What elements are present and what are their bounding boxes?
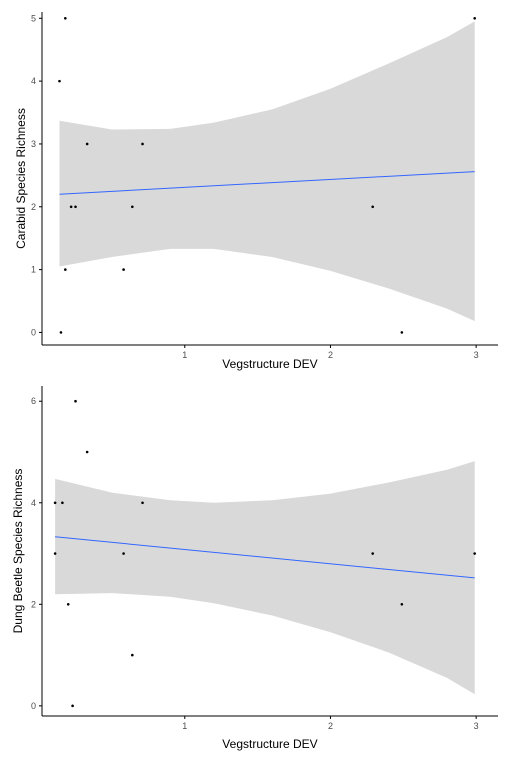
carabid-fit-line (59, 171, 475, 195)
carabid-data-point (59, 331, 63, 334)
carabid-y-tick-label: 0 (31, 327, 36, 337)
carabid-y-tick-label: 4 (31, 76, 36, 86)
carabid-data-point (141, 142, 144, 146)
carabid-data-point (85, 142, 89, 146)
carabid-data-point (400, 331, 404, 334)
dung-beetle-y-tick-label: 2 (31, 599, 36, 609)
dung-beetle-x-tick-label: 1 (182, 721, 187, 731)
dung-beetle-y-tick-label: 0 (31, 701, 36, 711)
dung-beetle-y-tick-label: 4 (31, 498, 36, 508)
dung-beetle-data-point (122, 552, 125, 555)
carabid-data-point (131, 205, 134, 209)
carabid-data-point (371, 205, 375, 209)
carabid-data-point (473, 16, 476, 20)
dung-beetle-scatter-chart: 0 2 4 6 1 2 3 Vegstructure DEV Dung Beetle Speci… (11, 386, 498, 751)
dung-beetle-data-point (131, 653, 134, 657)
carabid-confidence-band (59, 21, 475, 322)
dung-beetle-data-point (371, 552, 375, 555)
dung-beetle-data-point (61, 501, 64, 505)
carabid-x-tick-label: 2 (328, 350, 333, 360)
dung-beetle-x-tick-label: 2 (328, 721, 333, 731)
carabid-y-tick-label: 2 (31, 202, 36, 212)
carabid-y-tick-label: 1 (31, 265, 36, 275)
dung-beetle-chart-panel: 0 2 4 6 1 2 3 Vegstructure DEV Dung Beetle Speci… (0, 378, 510, 760)
carabid-x-tick-label: 1 (182, 350, 187, 360)
carabid-data-point (64, 268, 67, 271)
dung-beetle-data-point (66, 603, 70, 606)
dung-beetle-confidence-band (55, 461, 475, 695)
dung-beetle-x-axis-title: Vegstructure DEV (222, 737, 317, 751)
dung-beetle-y-tick-label: 6 (31, 396, 36, 406)
carabid-chart-panel: 0 1 2 3 4 5 1 2 3 Vegstructure DEV Carabid Species… (14, 12, 498, 371)
carabid-data-point (74, 205, 77, 209)
dung-beetle-fit-line (55, 536, 475, 579)
carabid-x-tick-label: 3 (474, 350, 479, 360)
dung-beetle-data-point (53, 501, 57, 505)
carabid-data-point (122, 268, 125, 271)
dung-beetle-data-point (74, 399, 77, 403)
carabid-y-axis-title: Carabid Species Richness (14, 108, 28, 249)
dung-beetle-data-point (141, 501, 144, 505)
carabid-data-point (58, 79, 61, 83)
carabid-data-point (69, 205, 73, 209)
carabid-data-point (64, 16, 67, 20)
carabid-y-tick-label: 3 (31, 139, 36, 149)
dung-beetle-x-tick-label: 3 (474, 721, 479, 731)
dung-beetle-data-point (85, 450, 89, 454)
dung-beetle-data-point (53, 552, 57, 555)
dung-beetle-y-axis-title: Dung Beetle Species Richness (11, 469, 25, 634)
dung-beetle-data-point (473, 552, 476, 555)
carabid-scatter-chart: 0 1 2 3 4 5 1 2 3 Vegstructure DEV Carabid Species… (14, 12, 498, 371)
carabid-x-axis-title: Vegstructure DEV (222, 357, 317, 371)
dung-beetle-data-point (400, 603, 404, 606)
dung-beetle-data-point (71, 704, 74, 708)
carabid-y-tick-label: 5 (31, 13, 36, 23)
